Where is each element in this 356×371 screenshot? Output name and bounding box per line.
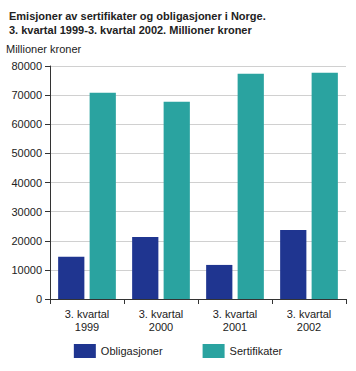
svg-text:60000: 60000 (11, 118, 42, 130)
svg-text:Millioner kroner: Millioner kroner (6, 43, 82, 55)
svg-text:30000: 30000 (11, 206, 42, 218)
svg-text:50000: 50000 (11, 147, 42, 159)
svg-text:80000: 80000 (11, 60, 42, 72)
svg-text:Emisjoner av sertifikater og o: Emisjoner av sertifikater og obligasjone… (9, 10, 266, 22)
svg-text:1999: 1999 (75, 321, 99, 333)
svg-text:Sertifikater: Sertifikater (230, 345, 283, 357)
svg-text:2002: 2002 (297, 321, 321, 333)
svg-text:3. kvartal: 3. kvartal (65, 308, 110, 320)
svg-text:2001: 2001 (223, 321, 247, 333)
svg-text:2000: 2000 (149, 321, 173, 333)
svg-text:3. kvartal 1999-3. kvartal 200: 3. kvartal 1999-3. kvartal 2002. Million… (9, 24, 252, 36)
svg-text:20000: 20000 (11, 235, 42, 247)
svg-text:3. kvartal: 3. kvartal (213, 308, 258, 320)
svg-text:3. kvartal: 3. kvartal (287, 308, 332, 320)
svg-text:0: 0 (36, 293, 42, 305)
svg-text:70000: 70000 (11, 89, 42, 101)
svg-text:40000: 40000 (11, 177, 42, 189)
svg-text:3. kvartal: 3. kvartal (139, 308, 184, 320)
svg-text:Obligasjoner: Obligasjoner (101, 345, 163, 357)
svg-text:10000: 10000 (11, 264, 42, 276)
